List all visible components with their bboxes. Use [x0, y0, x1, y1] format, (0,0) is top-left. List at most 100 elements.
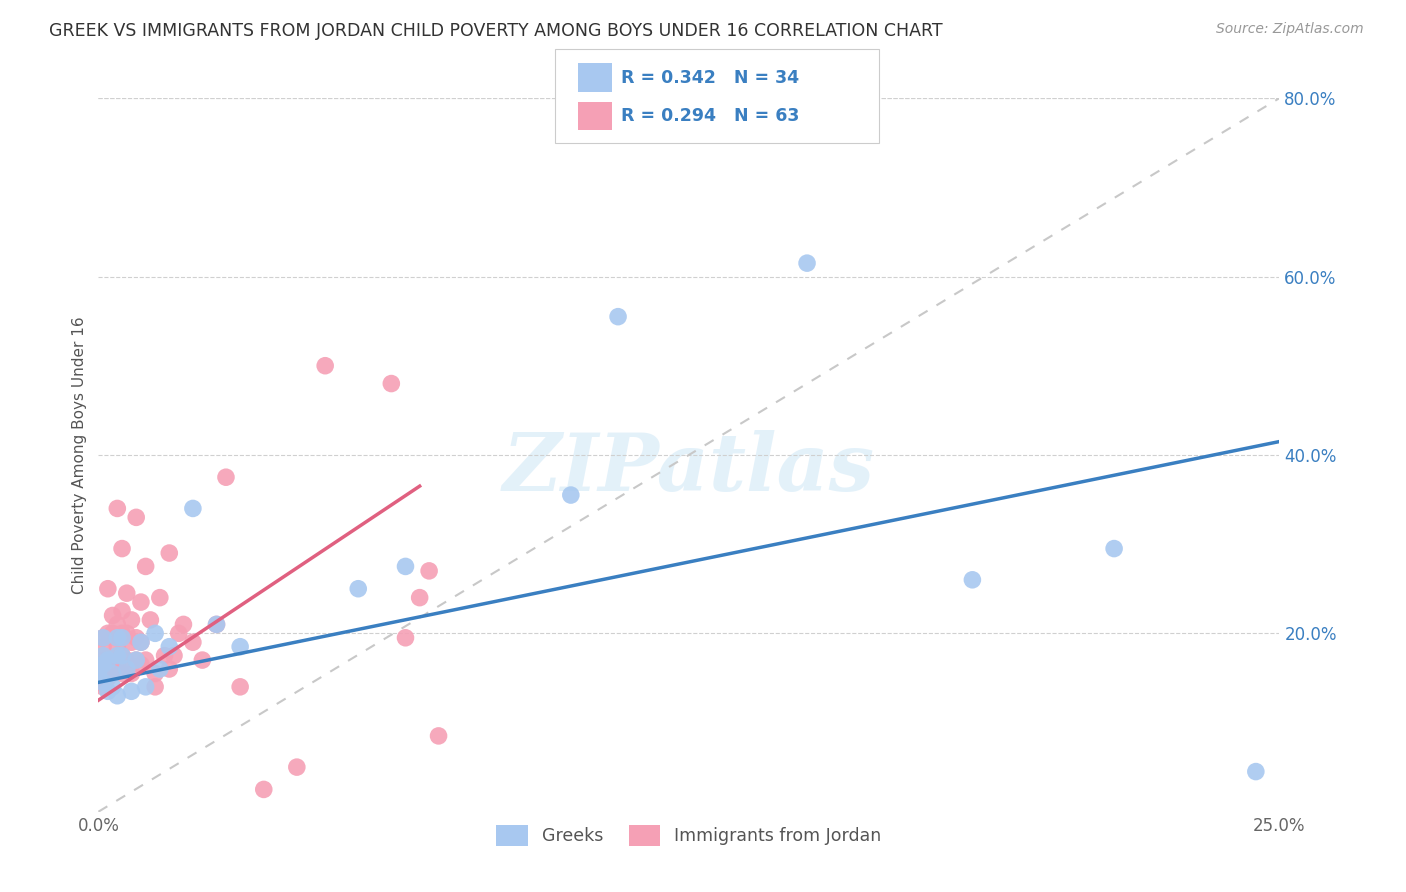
- Point: [149, 662, 172, 676]
- Point: [607, 310, 630, 324]
- Point: [191, 653, 214, 667]
- Point: [149, 591, 172, 605]
- Point: [139, 613, 162, 627]
- Point: [111, 648, 134, 663]
- Y-axis label: Child Poverty Among Boys Under 16: Child Poverty Among Boys Under 16: [72, 316, 87, 594]
- Point: [143, 626, 166, 640]
- Point: [181, 501, 204, 516]
- Point: [105, 501, 128, 516]
- Point: [129, 595, 152, 609]
- Point: [229, 640, 252, 654]
- Point: [111, 631, 134, 645]
- Point: [143, 680, 166, 694]
- Point: [314, 359, 336, 373]
- Point: [418, 564, 440, 578]
- Point: [135, 653, 157, 667]
- Point: [105, 631, 128, 645]
- Point: [129, 635, 152, 649]
- Point: [121, 613, 143, 627]
- Point: [87, 662, 110, 676]
- Point: [105, 689, 128, 703]
- Legend: Greeks, Immigrants from Jordan: Greeks, Immigrants from Jordan: [489, 818, 889, 853]
- Point: [125, 510, 148, 524]
- Point: [87, 666, 110, 681]
- Point: [111, 541, 134, 556]
- Point: [560, 488, 582, 502]
- Point: [121, 666, 143, 681]
- Point: [143, 666, 166, 681]
- Point: [101, 666, 124, 681]
- Point: [115, 662, 138, 676]
- Point: [229, 680, 252, 694]
- Point: [97, 626, 120, 640]
- Point: [97, 582, 120, 596]
- Point: [121, 684, 143, 698]
- Point: [125, 653, 148, 667]
- Text: R = 0.294   N = 63: R = 0.294 N = 63: [621, 107, 800, 125]
- Point: [125, 653, 148, 667]
- Point: [167, 626, 190, 640]
- Point: [105, 657, 128, 672]
- Point: [91, 666, 114, 681]
- Point: [380, 376, 402, 391]
- Point: [115, 586, 138, 600]
- Point: [153, 648, 176, 663]
- Point: [91, 680, 114, 694]
- Point: [111, 626, 134, 640]
- Point: [111, 604, 134, 618]
- Point: [205, 617, 228, 632]
- Text: R = 0.342   N = 34: R = 0.342 N = 34: [621, 69, 800, 87]
- Point: [91, 657, 114, 672]
- Text: ZIPatlas: ZIPatlas: [503, 431, 875, 508]
- Point: [105, 631, 128, 645]
- Point: [394, 631, 416, 645]
- Point: [101, 666, 124, 681]
- Point: [394, 559, 416, 574]
- Point: [97, 657, 120, 672]
- Point: [105, 617, 128, 632]
- Point: [172, 617, 194, 632]
- Point: [157, 546, 180, 560]
- Point: [129, 657, 152, 672]
- Point: [87, 675, 110, 690]
- Point: [962, 573, 984, 587]
- Point: [101, 626, 124, 640]
- Point: [97, 684, 120, 698]
- Text: GREEK VS IMMIGRANTS FROM JORDAN CHILD POVERTY AMONG BOYS UNDER 16 CORRELATION CH: GREEK VS IMMIGRANTS FROM JORDAN CHILD PO…: [49, 22, 943, 40]
- Point: [1244, 764, 1267, 779]
- Point: [115, 653, 138, 667]
- Point: [215, 470, 238, 484]
- Point: [97, 671, 120, 685]
- Point: [285, 760, 308, 774]
- Point: [87, 657, 110, 672]
- Point: [796, 256, 818, 270]
- Point: [135, 680, 157, 694]
- Text: Source: ZipAtlas.com: Source: ZipAtlas.com: [1216, 22, 1364, 37]
- Point: [91, 648, 114, 663]
- Point: [347, 582, 370, 596]
- Point: [105, 640, 128, 654]
- Point: [91, 631, 114, 645]
- Point: [427, 729, 450, 743]
- Point: [101, 653, 124, 667]
- Point: [408, 591, 430, 605]
- Point: [115, 626, 138, 640]
- Point: [253, 782, 276, 797]
- Point: [129, 635, 152, 649]
- Point: [105, 648, 128, 663]
- Point: [97, 653, 120, 667]
- Point: [121, 635, 143, 649]
- Point: [111, 666, 134, 681]
- Point: [157, 662, 180, 676]
- Point: [91, 653, 114, 667]
- Point: [157, 640, 180, 654]
- Point: [125, 631, 148, 645]
- Point: [111, 648, 134, 663]
- Point: [91, 640, 114, 654]
- Point: [1102, 541, 1125, 556]
- Point: [181, 635, 204, 649]
- Point: [163, 648, 186, 663]
- Point: [91, 631, 114, 645]
- Point: [205, 617, 228, 632]
- Point: [91, 675, 114, 690]
